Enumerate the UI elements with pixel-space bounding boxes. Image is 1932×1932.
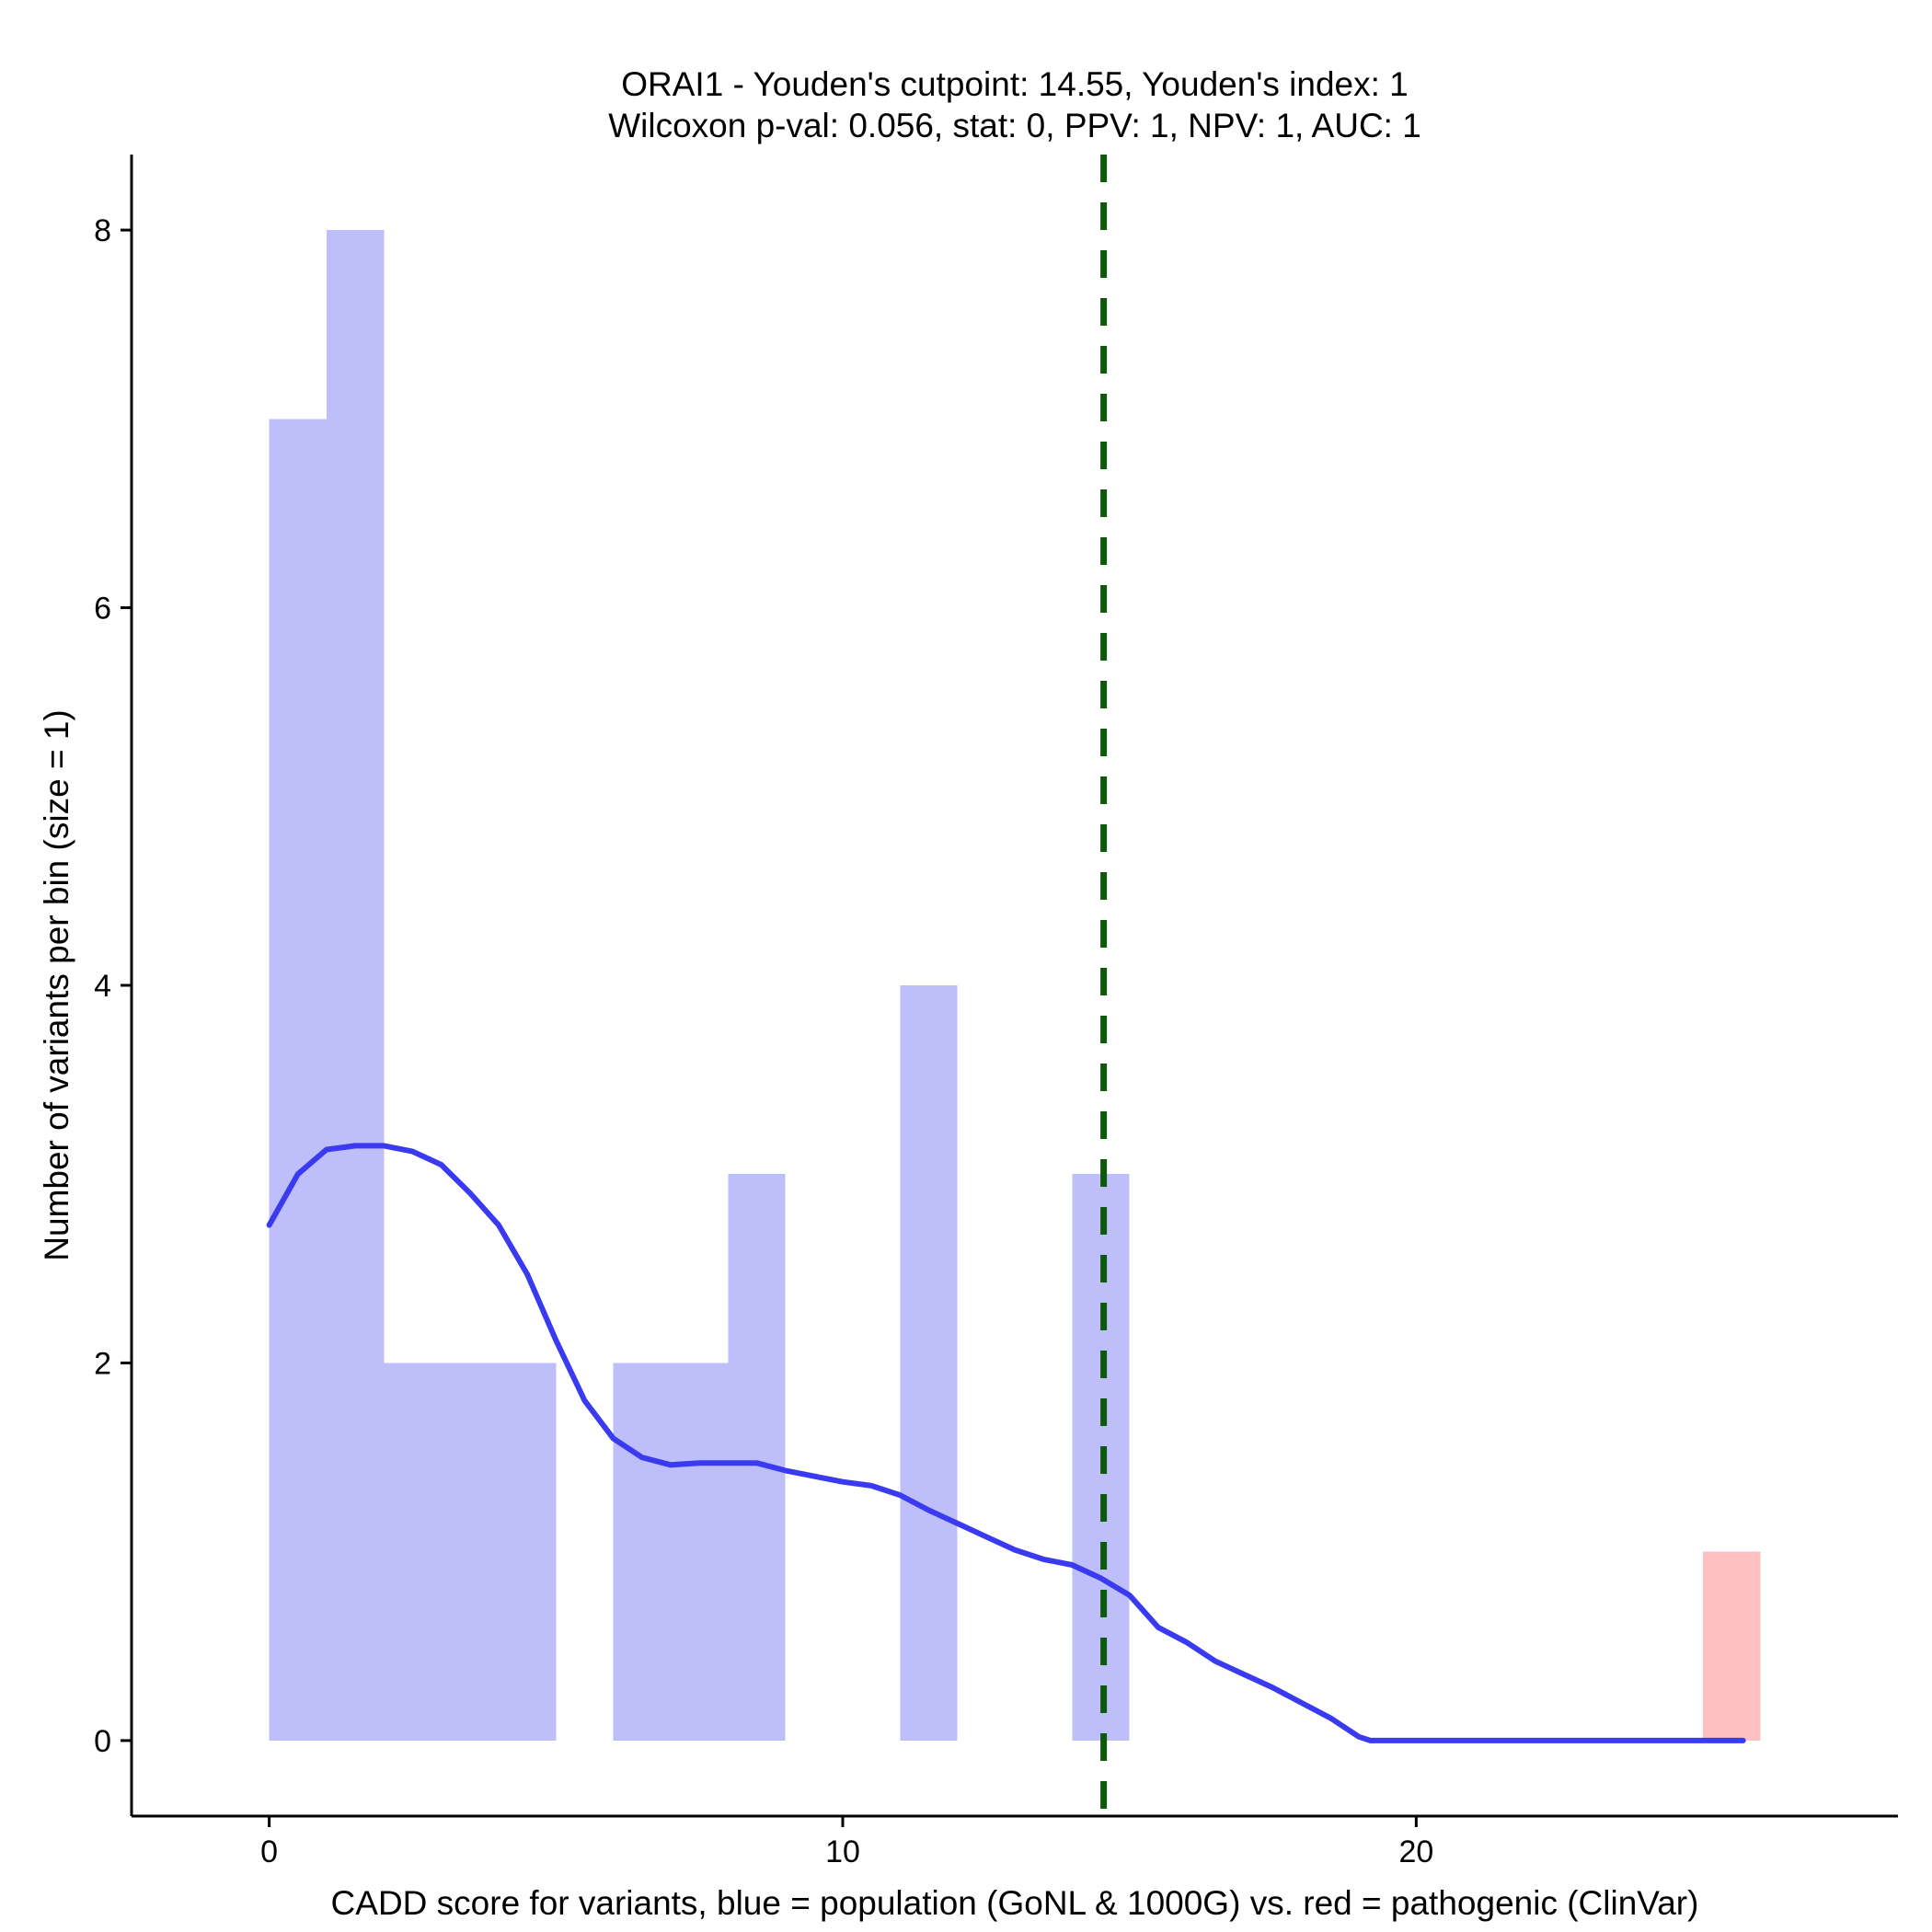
y-tick-label-0: 0 [94, 1724, 111, 1759]
y-tick-label-8: 8 [94, 213, 111, 248]
chart-title-line1: ORAI1 - Youden's cutpoint: 14.55, Youden… [621, 65, 1409, 103]
y-axis-label: Number of variants per bin (size = 1) [38, 709, 75, 1260]
population-bar-5 [613, 1363, 671, 1741]
x-tick-label-0: 0 [260, 1834, 278, 1869]
y-tick-label-6: 6 [94, 592, 111, 627]
population-bar-7 [728, 1174, 786, 1741]
population-bar-8 [900, 985, 958, 1741]
population-bar-4 [498, 1363, 557, 1741]
population-bar-0 [269, 419, 327, 1741]
bars-layer [269, 230, 1761, 1741]
density-curve [266, 1143, 1746, 1743]
x-tick-label-20: 20 [1398, 1834, 1433, 1869]
population-bar-2 [384, 1363, 442, 1741]
ticks-layer: 0 10 20 0 2 4 6 8 [94, 213, 1433, 1869]
chart-title-line2: Wilcoxon p-val: 0.056, stat: 0, PPV: 1, … [608, 107, 1421, 144]
population-bar-1 [326, 230, 385, 1741]
x-axis-label: CADD score for variants, blue = populati… [331, 1884, 1699, 1922]
x-tick-label-10: 10 [825, 1834, 860, 1869]
population-bar-3 [441, 1363, 499, 1741]
density-curve-layer [266, 1143, 1746, 1743]
y-tick-label-2: 2 [94, 1346, 111, 1381]
y-tick-label-4: 4 [94, 969, 111, 1004]
population-bar-6 [670, 1363, 729, 1741]
pathogenic-bar-0 [1703, 1551, 1761, 1741]
